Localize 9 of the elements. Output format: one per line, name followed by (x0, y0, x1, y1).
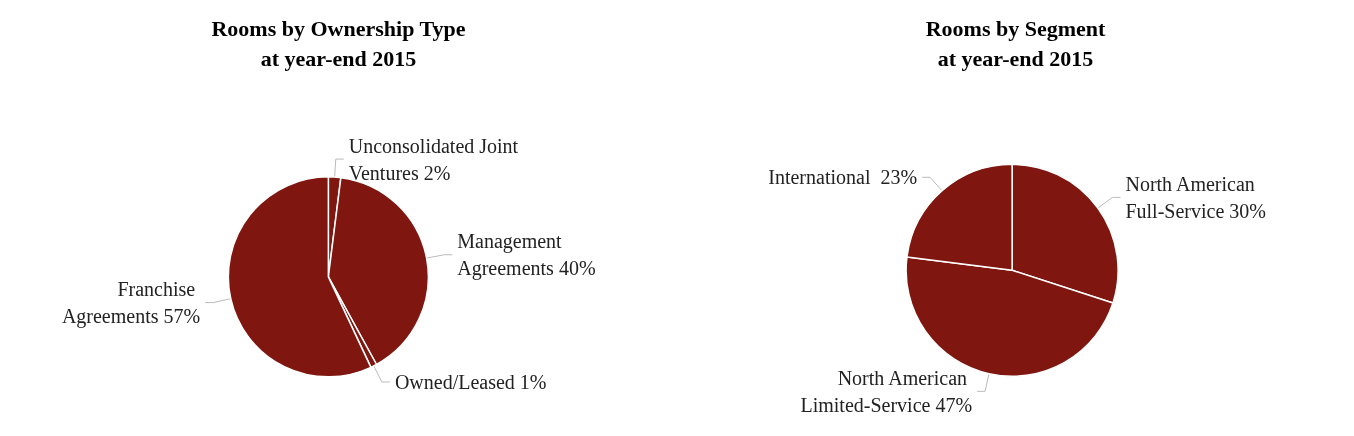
slice-label: Owned/Leased 1% (394, 371, 547, 393)
slice-label: International 23% (768, 166, 918, 189)
slice-label: Franchise Agreements 57% (61, 278, 201, 329)
slice-label: Management Agreements 40% (457, 230, 596, 281)
chart-title: Rooms by Ownership Type at year-end 2015 (211, 15, 466, 71)
chart-title: Rooms by Segment at year-end 2015 (925, 15, 1106, 71)
slice-label: North American Full-Service 30% (1125, 172, 1266, 222)
slice-label: Unconsolidated Joint Ventures 2% (348, 134, 524, 184)
slice-label: North American Limited-Service 47% (800, 366, 973, 416)
